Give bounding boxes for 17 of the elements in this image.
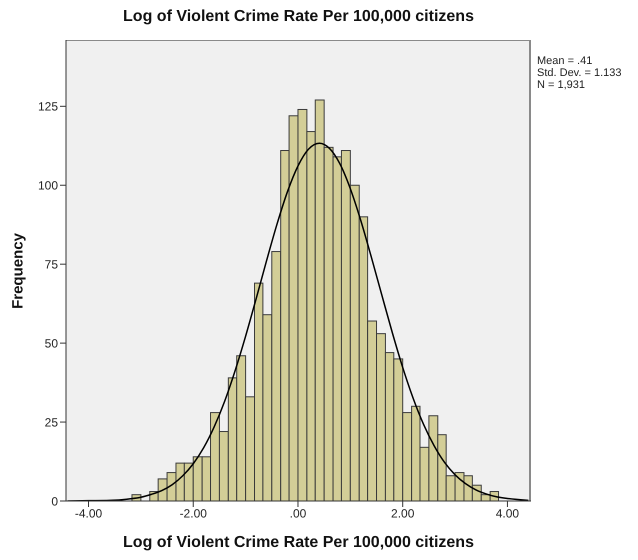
text: N = 1,931 — [537, 79, 586, 91]
x-tick-label: 4.00 — [496, 506, 520, 521]
chart-title: Log of Violent Crime Rate Per 100,000 citizens — [123, 8, 474, 25]
x-tick-label: 2.00 — [391, 506, 415, 521]
y-tick-label: 25 — [44, 415, 58, 430]
x-tick-label: -2.00 — [180, 506, 208, 521]
text: Std. Dev. = 1.133 — [537, 67, 622, 79]
y-axis-title: Frequency — [10, 232, 26, 308]
x-tick-label: .00 — [290, 506, 307, 521]
text: Mean = .41 — [537, 55, 592, 67]
x-axis-title: Log of Violent Crime Rate Per 100,000 citizens — [123, 534, 474, 551]
y-tick-label: 100 — [38, 178, 58, 193]
y-tick-label: 0 — [51, 494, 58, 508]
y-tick-label: 125 — [38, 100, 58, 114]
x-tick-label: -4.00 — [74, 506, 103, 521]
y-tick-label: 50 — [44, 336, 58, 350]
y-tick-label: 75 — [44, 257, 58, 272]
